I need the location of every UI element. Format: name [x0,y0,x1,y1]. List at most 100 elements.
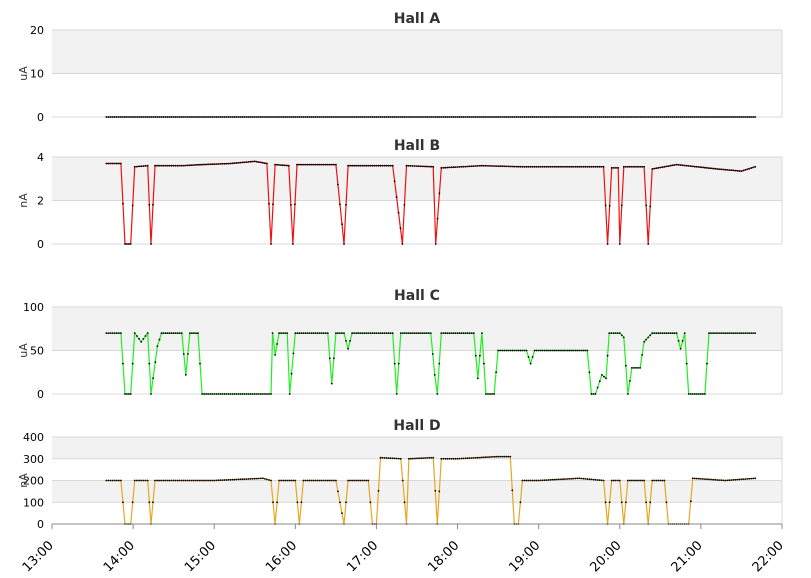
data-point [324,332,327,334]
data-point [549,478,552,481]
data-point [341,332,343,334]
data-point [722,332,724,334]
data-point [207,393,210,395]
data-point [363,164,366,167]
data-point [280,164,282,167]
data-point [426,165,428,168]
data-point [673,116,676,118]
data-point [160,332,163,334]
data-point [718,332,720,334]
data-point [403,203,406,206]
data-point [109,116,112,118]
data-point [243,478,246,480]
data-point [148,501,151,504]
data-point [197,116,199,118]
data-point [276,343,278,345]
data-point [594,165,597,168]
data-point [740,332,743,334]
data-point [118,479,120,482]
data-point [215,479,218,482]
data-point [211,479,214,482]
data-point [448,166,451,169]
data-point [677,340,680,342]
data-point [270,116,272,118]
data-point [499,116,501,118]
data-point [162,116,165,118]
data-point [341,223,343,226]
data-point [570,477,572,480]
data-point [113,116,116,118]
data-point [306,116,309,118]
data-point [458,166,461,168]
data-point [612,479,615,482]
data-point [385,457,388,459]
data-point [481,456,483,459]
data-point [276,501,278,504]
data-point [531,356,534,358]
data-point [754,165,757,168]
data-point [268,202,270,205]
data-point [487,456,489,458]
data-point [257,116,260,118]
data-point [129,393,132,395]
data-point [115,162,118,165]
data-point [412,457,414,460]
x-tick-label: 18:00 [425,538,462,575]
data-point [314,163,317,166]
data-point [667,332,670,334]
data-point [497,455,499,458]
data-point [241,116,244,118]
data-point [712,478,714,481]
data-point [710,332,712,334]
data-point [178,164,181,167]
data-point [270,243,272,245]
data-point [174,332,177,334]
data-point [497,116,499,118]
data-point [266,393,268,395]
data-point [683,332,686,334]
data-point [381,332,384,334]
data-point [371,164,374,167]
data-point [732,479,735,481]
data-point [657,167,660,169]
data-point [249,393,252,395]
data-point [704,116,706,118]
data-point [700,393,702,395]
data-point [417,332,420,334]
data-point [641,479,643,482]
data-point [253,160,256,163]
data-point [146,332,149,334]
data-point [635,165,637,168]
y-tick-label: 10 [30,68,44,81]
data-point [464,332,467,334]
data-point [351,332,353,334]
data-point [115,116,118,118]
data-point [693,116,696,118]
data-point [639,367,641,369]
data-point [290,372,293,375]
data-point [466,332,469,334]
data-point [677,163,680,166]
data-point [643,340,645,343]
data-point [347,164,349,167]
data-point [176,164,179,167]
data-point [562,349,564,352]
data-point [308,332,311,334]
data-point [339,332,341,334]
data-point [616,116,619,118]
y-tick-label: 2 [37,195,44,208]
data-point [489,165,491,167]
data-point [124,243,126,245]
data-point [600,165,603,168]
data-point [505,165,508,168]
data-point [714,116,716,118]
data-point [511,165,514,168]
data-point [700,478,702,480]
data-point [417,165,420,168]
data-point [681,116,684,118]
data-point [286,479,289,482]
data-point [365,332,368,334]
data-point [700,166,702,169]
data-point [456,332,459,334]
data-point [710,167,712,170]
